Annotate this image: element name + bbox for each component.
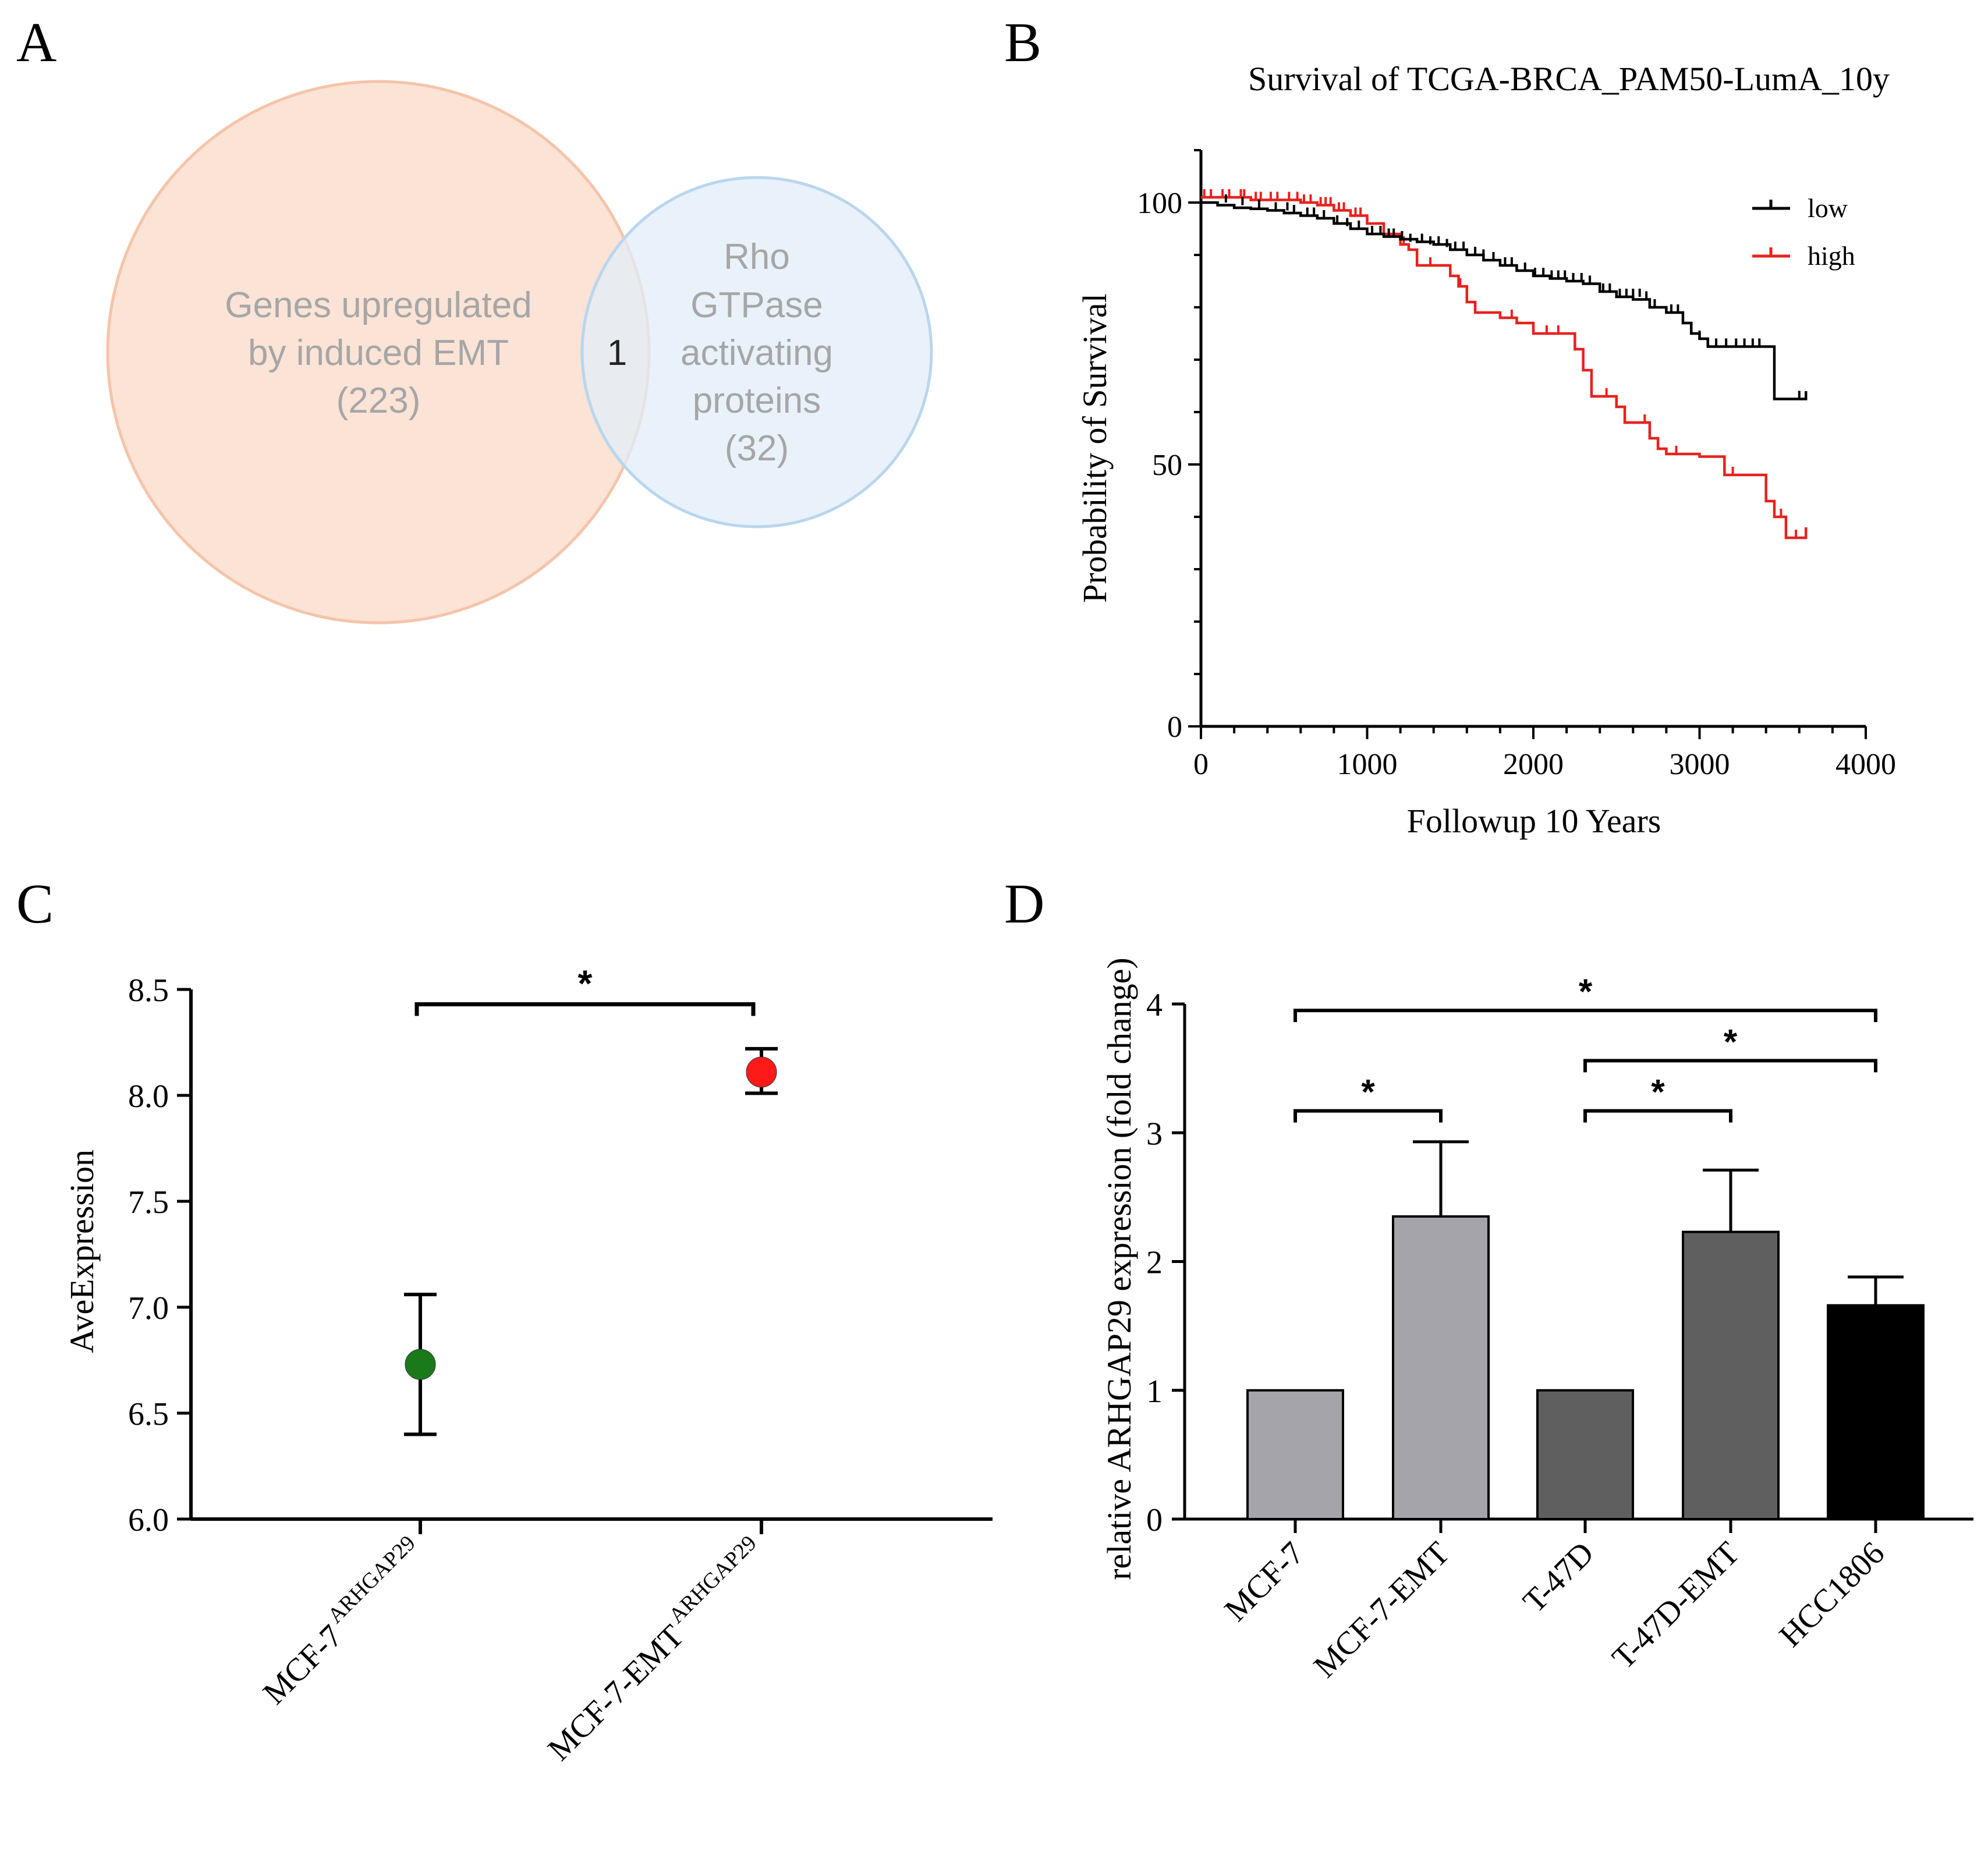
ave-expression-chart: AveExpression 6.0 6.5 7.0 7.5 8.0 8.5 MCF-7 AR… bbox=[63, 962, 993, 1768]
fold-bar-mcf-7-emt bbox=[1392, 1215, 1490, 1520]
venn-right-label-line2: GTPase bbox=[690, 285, 823, 325]
venn-right-count: (32) bbox=[725, 428, 789, 469]
fold-bar-hcc1806 bbox=[1827, 1304, 1925, 1521]
survival-x-tick-label: 3000 bbox=[1670, 748, 1730, 781]
fold-significance-bracket bbox=[1583, 1109, 1732, 1123]
fold-change-ylabel: relative ARHGAP29 expression (fold chang… bbox=[1100, 957, 1138, 1580]
venn-diagram: Genes upregulated by induced EMT (223) R… bbox=[106, 80, 933, 625]
fold-x-tick-label: MCF-7-EMT bbox=[1307, 1535, 1457, 1684]
panel-label-d: D bbox=[1004, 872, 1044, 935]
venn-circle-rho-gap bbox=[580, 176, 933, 528]
ave-y-tick-label: 8.5 bbox=[128, 973, 169, 1009]
significance-bracket bbox=[414, 1002, 756, 1016]
ave-x-tick-label: MCF-7-EMT ARHGAP29 bbox=[537, 1531, 774, 1768]
ave-y-tick-label: 6.5 bbox=[128, 1396, 169, 1432]
ave-y-tick-label: 8.0 bbox=[128, 1078, 169, 1115]
survival-xlabel: Followup 10 Years bbox=[1407, 802, 1661, 840]
panel-label-b: B bbox=[1004, 11, 1041, 73]
ave-point bbox=[746, 1056, 777, 1088]
fold-x-tick-label: MCF-7 bbox=[1218, 1535, 1311, 1628]
legend-low-label: low bbox=[1808, 193, 1848, 223]
fold-bar-t-47d bbox=[1536, 1389, 1634, 1520]
venn-left-count: (223) bbox=[336, 381, 421, 421]
fold-x-tick-label: HCC1806 bbox=[1773, 1535, 1891, 1654]
fold-y-tick-label: 3 bbox=[1146, 1116, 1163, 1152]
ave-y-tick-label: 6.0 bbox=[128, 1502, 169, 1538]
survival-y-tick-label: 0 bbox=[1167, 711, 1182, 744]
survival-ylabel: Probability of Survival bbox=[1076, 293, 1114, 603]
fold-change-chart: relative ARHGAP29 expression (fold chang… bbox=[1100, 957, 1973, 1685]
fold-significance-star: * bbox=[1579, 972, 1593, 1011]
ave-y-tick-label: 7.5 bbox=[128, 1184, 169, 1221]
fold-y-tick-label: 0 bbox=[1146, 1502, 1163, 1538]
fold-significance-bracket bbox=[1583, 1059, 1877, 1073]
fold-significance-star: * bbox=[1361, 1073, 1375, 1112]
venn-left-label-line1: Genes upregulated bbox=[225, 285, 531, 325]
fold-y-tick-label: 1 bbox=[1146, 1374, 1163, 1410]
survival-x-tick-label: 0 bbox=[1193, 748, 1209, 781]
ave-point bbox=[405, 1349, 436, 1380]
panel-label-c: C bbox=[16, 872, 54, 935]
venn-right-label-line4: proteins bbox=[693, 381, 821, 421]
venn-right-label-line3: activating bbox=[681, 333, 833, 373]
fold-y-tick-label: 2 bbox=[1146, 1245, 1163, 1281]
survival-x-tick-label: 2000 bbox=[1503, 748, 1564, 781]
fold-bar-mcf-7 bbox=[1246, 1389, 1344, 1520]
survival-chart: Survival of TCGA-BRCA_PAM50-LumA_10y Pro… bbox=[1076, 60, 1896, 840]
survival-y-tick-label: 50 bbox=[1152, 449, 1182, 482]
fold-y-tick-label: 4 bbox=[1146, 987, 1163, 1023]
fold-x-tick-label: T-47D-EMT bbox=[1606, 1535, 1747, 1676]
survival-curve-low bbox=[1201, 201, 1808, 400]
fold-significance-star: * bbox=[1651, 1073, 1665, 1112]
venn-intersection-count: 1 bbox=[607, 333, 627, 373]
survival-title: Survival of TCGA-BRCA_PAM50-LumA_10y bbox=[1248, 60, 1890, 98]
survival-x-tick-label: 4000 bbox=[1835, 748, 1896, 781]
fold-bar-t-47d-emt bbox=[1682, 1230, 1780, 1521]
panel-label-a: A bbox=[16, 11, 56, 73]
legend-high-label: high bbox=[1808, 241, 1855, 271]
survival-y-tick-label: 100 bbox=[1137, 187, 1182, 220]
ave-expression-ylabel: AveExpression bbox=[63, 1149, 101, 1353]
fold-significance-bracket bbox=[1294, 1009, 1877, 1023]
ave-y-tick-label: 7.0 bbox=[128, 1290, 169, 1326]
fold-x-tick-label: T-47D bbox=[1516, 1535, 1601, 1620]
fold-significance-star: * bbox=[1724, 1022, 1738, 1061]
ave-x-tick-label: MCF-7 ARHGAP29 bbox=[252, 1531, 433, 1711]
venn-left-label-line2: by induced EMT bbox=[248, 333, 509, 373]
significance-star: * bbox=[578, 962, 593, 1004]
venn-right-label-line1: Rho bbox=[724, 237, 790, 277]
survival-curve-high bbox=[1201, 196, 1808, 540]
survival-x-tick-label: 1000 bbox=[1337, 748, 1398, 781]
fold-significance-bracket bbox=[1294, 1109, 1443, 1123]
